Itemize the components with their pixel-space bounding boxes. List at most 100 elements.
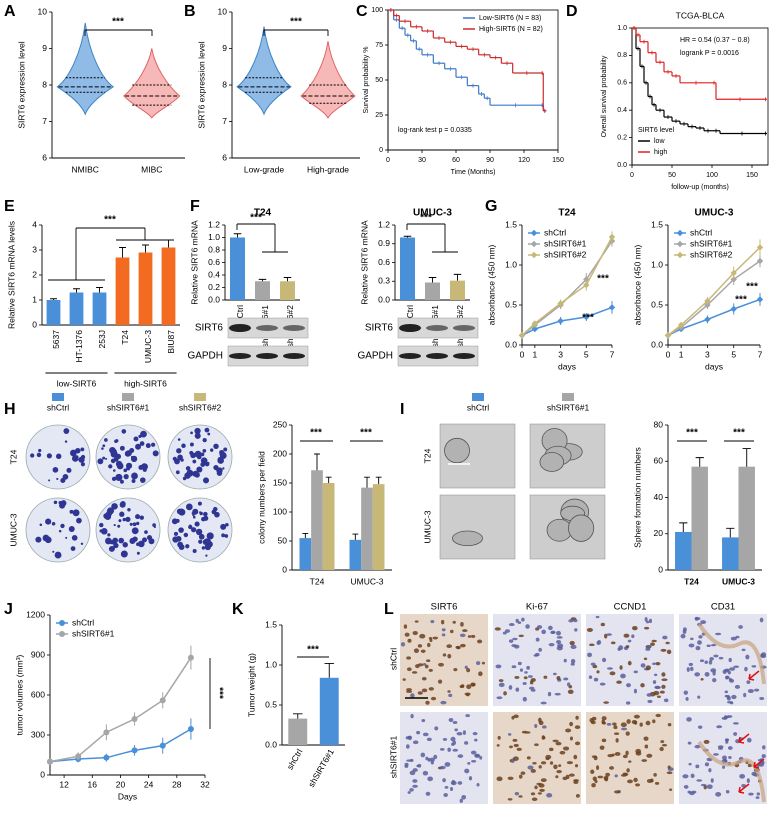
nucleus	[699, 659, 705, 663]
colony	[140, 430, 147, 438]
nucleus	[729, 667, 736, 671]
point	[518, 332, 526, 339]
y-tick-label: 0.9	[378, 238, 390, 248]
colony	[192, 515, 196, 519]
y-tick-label: 0	[40, 769, 45, 779]
nucleus	[474, 738, 478, 742]
colony	[188, 524, 192, 528]
nucleus	[727, 746, 733, 750]
legend-label: shSIRT6#2	[179, 402, 222, 412]
bar	[311, 470, 323, 570]
violin	[56, 22, 115, 116]
colony	[38, 448, 42, 453]
x-tick-label: 0	[630, 172, 634, 179]
colony	[80, 462, 85, 467]
colony	[56, 477, 59, 481]
nucleus	[552, 739, 559, 743]
nucleus	[698, 725, 703, 729]
y-tick-label: 0.0	[617, 162, 627, 169]
nucleus	[728, 657, 732, 663]
y-tick-label: 0.8	[208, 244, 220, 254]
nucleus	[409, 770, 416, 776]
y-tick-label: 2	[32, 269, 37, 279]
nucleus	[400, 642, 406, 647]
bar	[738, 466, 755, 570]
point	[704, 316, 711, 323]
nucleus	[471, 760, 477, 763]
nucleus	[620, 673, 626, 679]
nucleus	[620, 722, 627, 728]
annotation: ***	[250, 213, 262, 224]
error-bar	[726, 527, 735, 538]
nucleus	[472, 731, 478, 736]
nucleus	[574, 741, 581, 746]
nucleus	[470, 750, 477, 755]
y-tick-label: 1.2	[208, 219, 220, 229]
colony	[216, 470, 223, 476]
nucleus	[706, 644, 711, 648]
bar	[69, 292, 84, 325]
nucleus	[443, 792, 448, 798]
colony	[194, 472, 200, 478]
nucleus	[410, 693, 415, 698]
nucleus	[730, 636, 737, 641]
nucleus	[593, 677, 599, 682]
legend-label: shSIRT6#1	[544, 238, 587, 248]
nucleus	[466, 684, 472, 690]
x-tick-label: 5637	[51, 330, 61, 349]
panel-letter: K	[232, 601, 244, 618]
nucleus	[700, 677, 704, 681]
sphere	[546, 518, 573, 542]
nucleus	[643, 736, 649, 741]
nucleus	[661, 684, 666, 689]
bar	[450, 280, 465, 300]
nucleus	[504, 629, 511, 633]
nucleus	[694, 617, 701, 621]
nucleus	[416, 764, 420, 768]
y-tick-label: 0.5	[265, 699, 277, 709]
colony	[136, 521, 140, 526]
nucleus	[708, 768, 712, 773]
colony	[113, 523, 116, 527]
nucleus	[428, 687, 435, 691]
x-tick-label: 150	[552, 157, 564, 164]
nucleus	[467, 635, 472, 638]
nucleus	[532, 761, 537, 765]
point	[159, 697, 166, 704]
colony	[185, 466, 191, 471]
nucleus	[515, 687, 520, 692]
nucleus	[747, 688, 754, 694]
nucleus	[645, 720, 651, 726]
nucleus	[498, 682, 505, 688]
y-axis-label: tumor volumes (mm³)	[14, 654, 24, 735]
y-axis-label: colony numbers per field	[256, 451, 266, 544]
nucleus	[467, 762, 471, 765]
point	[583, 313, 590, 321]
nucleus	[690, 666, 694, 672]
nucleus	[632, 625, 638, 631]
nucleus	[728, 677, 732, 682]
nucleus	[414, 620, 419, 623]
nucleus	[613, 725, 618, 730]
nucleus	[600, 622, 605, 627]
colony	[196, 466, 203, 473]
point	[557, 300, 564, 307]
nucleus	[606, 667, 613, 670]
error-bar	[233, 233, 242, 238]
bar	[691, 466, 708, 570]
nucleus	[521, 730, 528, 734]
nucleus	[715, 791, 722, 797]
point	[730, 276, 737, 283]
nucleus	[644, 744, 649, 749]
nucleus	[556, 640, 562, 645]
nucleus	[606, 723, 612, 726]
colony	[145, 443, 151, 449]
annotation: HR = 0.54 (0.37 − 0.8)	[680, 37, 750, 44]
bar	[372, 484, 385, 570]
nucleus	[643, 657, 648, 661]
legend-label: low	[654, 138, 665, 145]
nucleus	[565, 774, 570, 780]
colony	[44, 536, 52, 544]
error-bar	[258, 278, 267, 282]
legend-label: shSIRT6#1	[547, 402, 590, 412]
